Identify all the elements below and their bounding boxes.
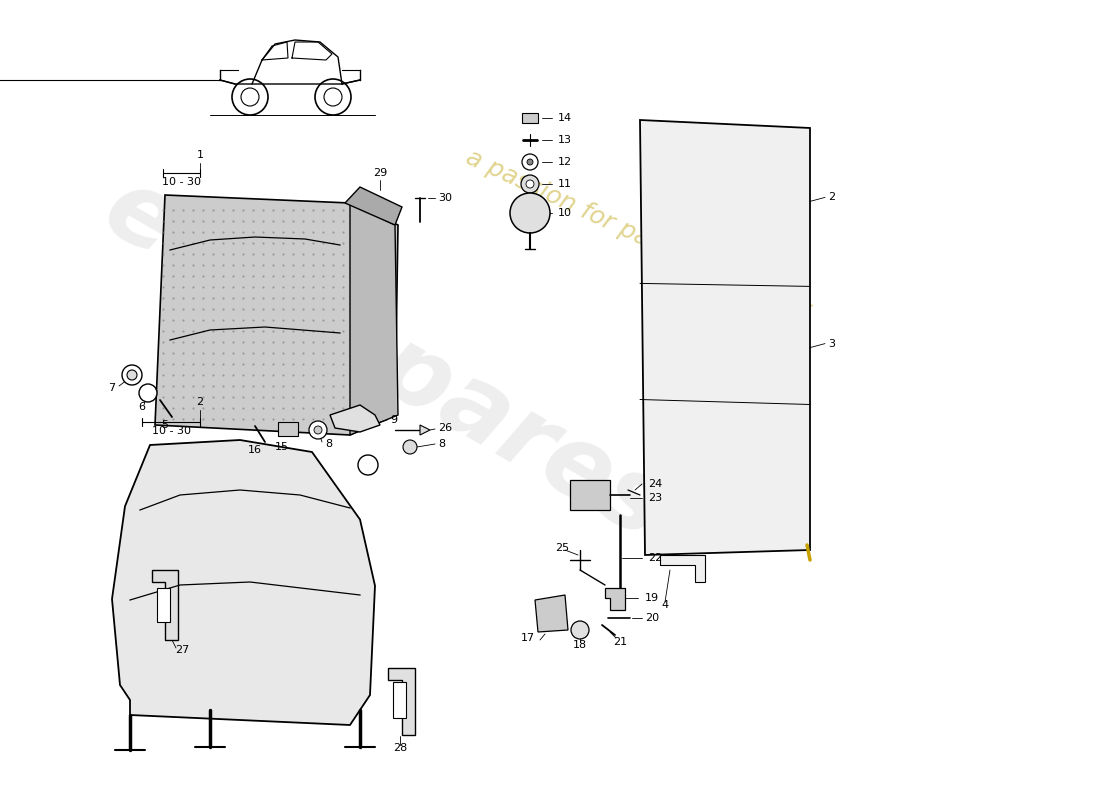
Polygon shape <box>570 480 611 510</box>
Text: 15: 15 <box>275 442 289 452</box>
Text: 2: 2 <box>197 397 204 407</box>
Polygon shape <box>155 195 398 435</box>
Text: 26: 26 <box>438 423 452 433</box>
Circle shape <box>526 180 534 188</box>
Text: 23: 23 <box>648 493 662 503</box>
Text: 3: 3 <box>828 338 835 349</box>
Text: 7: 7 <box>109 383 116 393</box>
Text: 18: 18 <box>573 640 587 650</box>
Text: 8: 8 <box>438 439 446 449</box>
Polygon shape <box>420 425 430 435</box>
Polygon shape <box>112 440 375 725</box>
Text: 29: 29 <box>373 168 387 178</box>
Polygon shape <box>535 595 568 632</box>
Text: 24: 24 <box>648 479 662 489</box>
Text: 6: 6 <box>139 402 145 412</box>
Text: 2: 2 <box>828 192 835 202</box>
Text: 19: 19 <box>645 593 659 603</box>
Text: 8: 8 <box>324 439 332 449</box>
Circle shape <box>527 159 534 165</box>
Text: 5: 5 <box>162 420 168 430</box>
Circle shape <box>403 440 417 454</box>
Text: 12: 12 <box>558 157 572 167</box>
Circle shape <box>126 370 138 380</box>
Polygon shape <box>350 203 398 435</box>
Polygon shape <box>388 668 415 735</box>
Text: 13: 13 <box>558 135 572 145</box>
Text: 9: 9 <box>390 415 397 425</box>
Circle shape <box>139 384 157 402</box>
Text: 16: 16 <box>248 445 262 455</box>
Polygon shape <box>330 405 380 432</box>
Text: eurospares: eurospares <box>87 160 683 560</box>
Circle shape <box>358 455 378 475</box>
Text: 10 - 30: 10 - 30 <box>153 426 191 436</box>
Circle shape <box>510 193 550 233</box>
Polygon shape <box>278 422 298 436</box>
Polygon shape <box>640 120 810 555</box>
Text: 10: 10 <box>558 208 572 218</box>
Circle shape <box>571 621 588 639</box>
Text: 10 - 30: 10 - 30 <box>163 177 201 187</box>
Text: 28: 28 <box>393 743 407 753</box>
Text: a passion for parts since 1985: a passion for parts since 1985 <box>462 146 814 326</box>
Text: 25: 25 <box>556 543 569 553</box>
Text: 30: 30 <box>438 193 452 203</box>
Polygon shape <box>660 555 705 582</box>
Text: 22: 22 <box>648 553 662 563</box>
Circle shape <box>522 154 538 170</box>
Polygon shape <box>152 570 178 640</box>
Text: 27: 27 <box>175 645 189 655</box>
Text: 11: 11 <box>558 179 572 189</box>
Circle shape <box>309 421 327 439</box>
Polygon shape <box>522 113 538 123</box>
Polygon shape <box>157 588 170 622</box>
Text: 1: 1 <box>197 150 204 160</box>
Text: 21: 21 <box>613 637 627 647</box>
Text: 17: 17 <box>521 633 535 643</box>
Text: 14: 14 <box>558 113 572 123</box>
Text: 20: 20 <box>645 613 659 623</box>
Circle shape <box>122 365 142 385</box>
Polygon shape <box>345 187 401 225</box>
Circle shape <box>521 175 539 193</box>
Polygon shape <box>605 588 625 610</box>
Text: 4: 4 <box>661 600 669 610</box>
Polygon shape <box>393 682 406 718</box>
Circle shape <box>314 426 322 434</box>
